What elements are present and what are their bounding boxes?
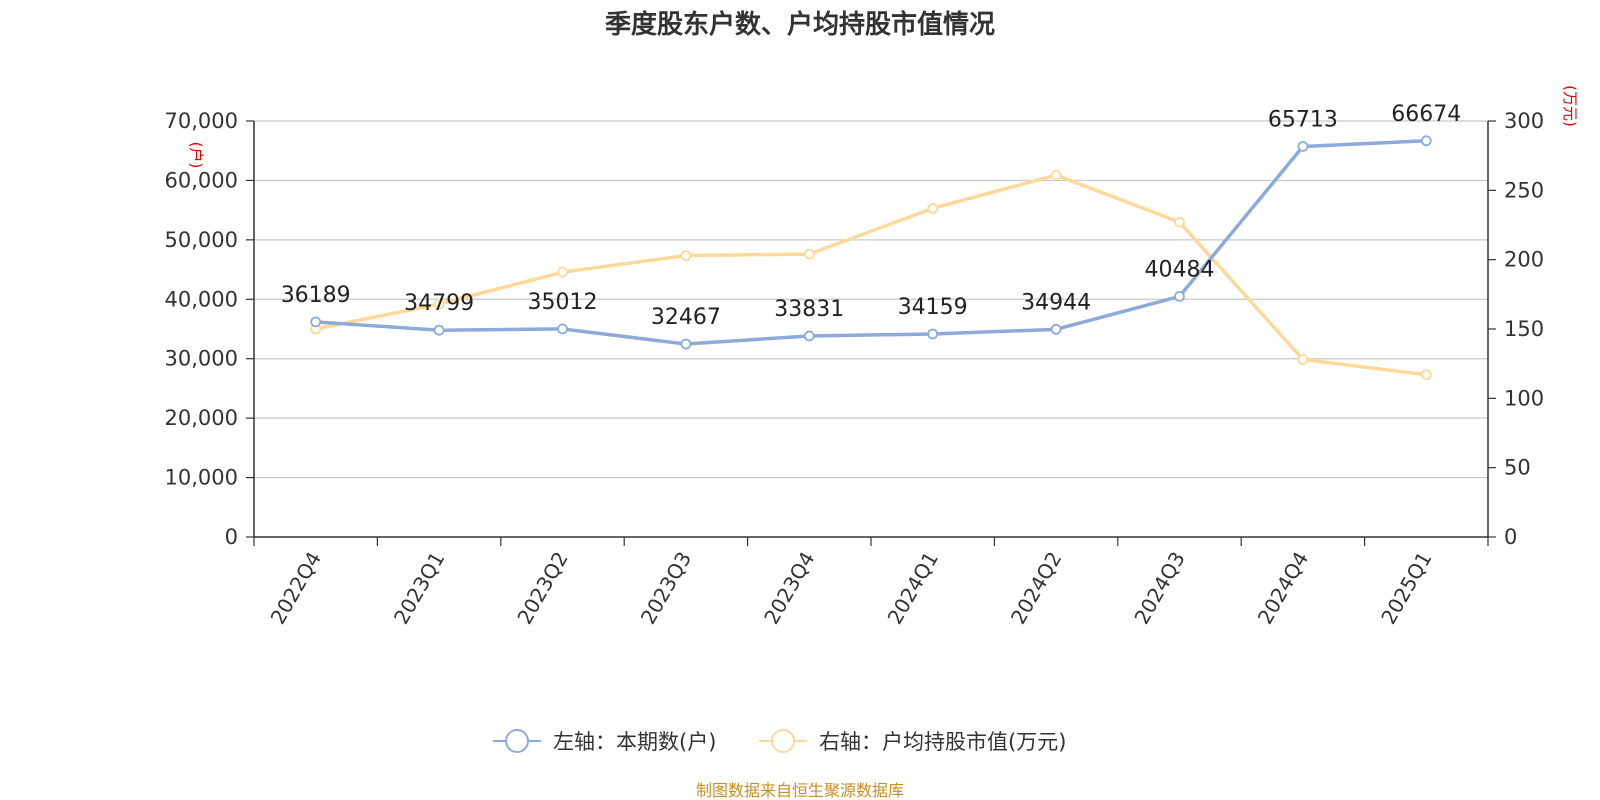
x-tick-label: 2023Q4 <box>759 548 819 629</box>
left-axis: (户) 0 10,000 20,000 30,000 40,000 50,000 60,00… <box>165 109 255 549</box>
data-point-left[interactable] <box>1297 141 1309 152</box>
left-axis-unit: (户) <box>187 142 205 169</box>
data-label: 65713 <box>1268 107 1338 132</box>
x-tick-label: 2023Q1 <box>389 548 449 629</box>
x-tick-label: 2024Q1 <box>883 548 943 629</box>
data-point-left[interactable] <box>1420 135 1432 147</box>
legend-item-right-series[interactable]: 右轴：户均持股市值(万元) <box>759 729 1066 754</box>
data-label: 34159 <box>898 295 968 320</box>
series-line-right <box>315 173 1427 377</box>
data-point-right[interactable] <box>557 266 568 278</box>
data-point-right[interactable] <box>1297 354 1309 365</box>
series-right <box>310 169 1432 381</box>
x-tick-label: 2024Q3 <box>1129 548 1189 629</box>
x-axis: 2022Q4 2023Q1 2023Q2 2023Q3 2023Q4 2024Q1 2024… <box>253 536 1489 629</box>
data-label: 66674 <box>1391 102 1461 127</box>
data-label: 34944 <box>1021 290 1091 315</box>
x-tick-label: 2023Q2 <box>512 548 572 629</box>
data-label: 35012 <box>528 290 598 315</box>
data-label: 36189 <box>281 283 351 308</box>
left-tick-label: 0 <box>225 525 238 549</box>
series-layer: 36189 34799 35012 32467 33831 34159 34944 40484… <box>281 102 1461 381</box>
legend: 左轴：本期数(户) 右轴：户均持股市值(万元) <box>493 729 1066 754</box>
right-axis: (万元) 0 50 100 150 200 250 300 <box>1487 85 1579 549</box>
data-point-right[interactable] <box>1174 216 1185 228</box>
data-point-right[interactable] <box>927 202 939 214</box>
left-axis-ticks: 0 10,000 20,000 30,000 40,000 50,000 60,000 70,… <box>165 109 254 549</box>
right-tick-label: 300 <box>1504 109 1544 133</box>
data-point-left[interactable] <box>803 330 815 342</box>
legend-label-right: 右轴：户均持股市值(万元) <box>819 730 1066 754</box>
x-tick-label: 2024Q4 <box>1253 548 1313 629</box>
right-tick-label: 50 <box>1504 456 1531 480</box>
right-tick-label: 200 <box>1504 248 1544 272</box>
data-point-right[interactable] <box>1050 169 1062 181</box>
left-tick-label: 30,000 <box>165 347 238 371</box>
data-point-left[interactable] <box>1174 291 1185 302</box>
source-note: 制图数据来自恒生聚源数据库 <box>696 781 904 800</box>
right-tick-label: 100 <box>1504 386 1544 410</box>
left-tick-label: 40,000 <box>165 287 238 311</box>
data-point-left[interactable] <box>927 328 939 340</box>
data-point-right[interactable] <box>803 248 815 260</box>
data-point-right[interactable] <box>433 298 445 310</box>
legend-marker-left <box>505 729 529 753</box>
data-label: 34799 <box>404 291 474 316</box>
data-point-right[interactable] <box>1420 369 1432 381</box>
data-point-left[interactable] <box>557 323 568 335</box>
data-point-left[interactable] <box>310 316 322 328</box>
right-tick-label: 250 <box>1504 178 1544 202</box>
chart-title: 季度股东户数、户均持股市值情况 <box>605 9 995 40</box>
right-axis-ticks: 0 50 100 150 200 250 300 <box>1488 109 1544 549</box>
x-tick-label: 2024Q2 <box>1006 548 1066 629</box>
legend-label-left: 左轴：本期数(户) <box>553 730 716 754</box>
left-tick-label: 60,000 <box>165 168 238 192</box>
x-axis-ticks: 2022Q4 2023Q1 2023Q2 2023Q3 2023Q4 2024Q1 2024… <box>253 537 1489 629</box>
left-tick-label: 50,000 <box>165 228 238 252</box>
left-tick-label: 70,000 <box>165 109 238 133</box>
data-point-right[interactable] <box>680 250 692 261</box>
right-tick-label: 150 <box>1504 317 1544 341</box>
legend-marker-right <box>771 729 795 753</box>
series-line-left <box>315 139 1427 346</box>
x-tick-label: 2023Q3 <box>636 548 696 629</box>
right-tick-label: 0 <box>1504 525 1517 549</box>
legend-item-left-series[interactable]: 左轴：本期数(户) <box>493 729 716 754</box>
data-point-left[interactable] <box>680 338 692 350</box>
data-point-left[interactable] <box>1050 323 1062 335</box>
data-label: 40484 <box>1145 257 1215 282</box>
data-label: 33831 <box>774 297 844 322</box>
x-tick-label: 2022Q4 <box>266 548 326 629</box>
series-left <box>310 135 1432 350</box>
left-tick-label: 20,000 <box>165 406 238 430</box>
data-label: 32467 <box>651 305 721 330</box>
right-axis-unit: (万元) <box>1561 85 1579 127</box>
x-tick-label: 2025Q1 <box>1376 548 1436 629</box>
data-point-left[interactable] <box>433 324 445 336</box>
left-tick-label: 10,000 <box>165 466 238 490</box>
